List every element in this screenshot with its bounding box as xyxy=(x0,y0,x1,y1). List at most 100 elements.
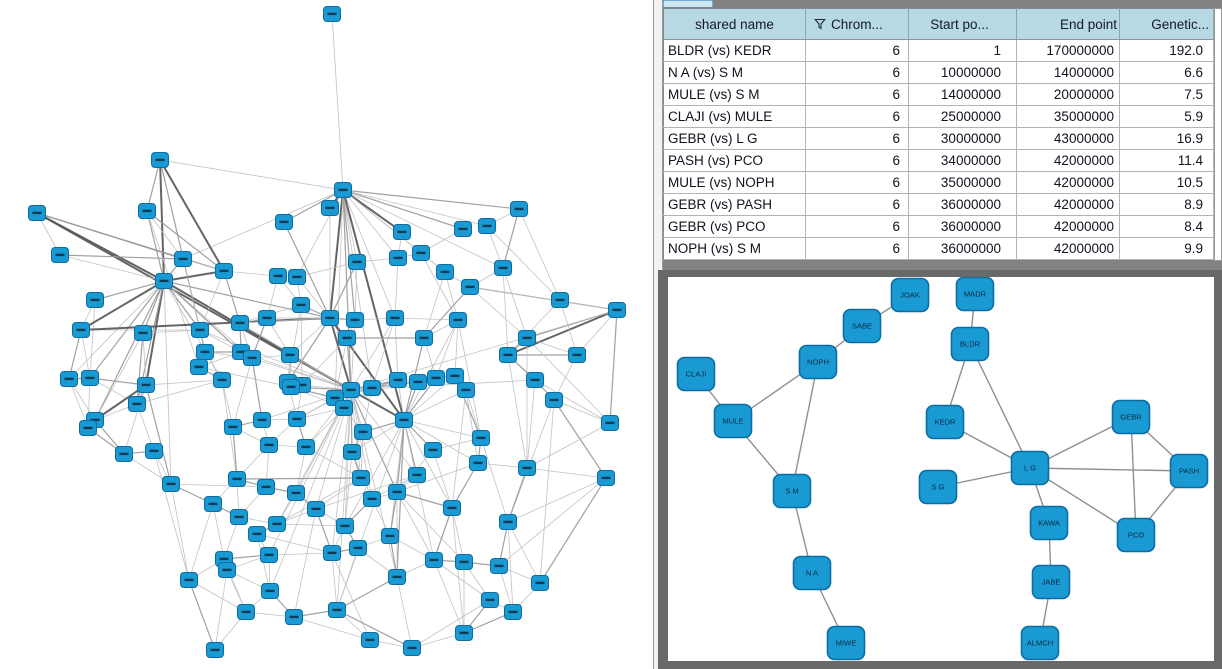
node-n-a[interactable]: N A xyxy=(792,555,832,591)
node-almch[interactable]: ALMCH xyxy=(1020,625,1060,661)
network-node[interactable] xyxy=(288,411,306,427)
network-node[interactable] xyxy=(518,460,536,476)
network-node[interactable] xyxy=(389,250,407,266)
network-node[interactable] xyxy=(28,205,46,221)
network-node[interactable] xyxy=(469,455,487,471)
network-node[interactable] xyxy=(215,263,233,279)
network-node[interactable] xyxy=(601,415,619,431)
network-node[interactable] xyxy=(174,251,192,267)
network-node[interactable] xyxy=(218,562,236,578)
network-node[interactable] xyxy=(354,424,372,440)
network-node[interactable] xyxy=(415,330,433,346)
network-node[interactable] xyxy=(260,437,278,453)
table-row[interactable]: NOPH (vs) S M 6 36000000 42000000 9.9 xyxy=(663,237,1214,260)
node-jabe[interactable]: JABE xyxy=(1031,564,1071,600)
network-node[interactable] xyxy=(281,347,299,363)
network-node[interactable] xyxy=(204,496,222,512)
large-network-canvas[interactable] xyxy=(0,0,653,669)
network-node[interactable] xyxy=(443,500,461,516)
network-node[interactable] xyxy=(518,330,536,346)
node-joak[interactable]: JOAK xyxy=(890,277,930,313)
network-node[interactable] xyxy=(115,446,133,462)
node-pash[interactable]: PASH xyxy=(1169,453,1209,489)
table-scrollbar[interactable] xyxy=(1214,8,1222,261)
node-mule[interactable]: MULE xyxy=(713,403,753,439)
network-node[interactable] xyxy=(275,214,293,230)
network-node[interactable] xyxy=(288,269,306,285)
network-node[interactable] xyxy=(343,444,361,460)
filter-icon[interactable] xyxy=(814,18,826,30)
network-node[interactable] xyxy=(190,359,208,375)
node-kawa[interactable]: KAWA xyxy=(1029,505,1069,541)
column-header-end-point[interactable]: End point xyxy=(1016,8,1120,40)
table-row[interactable]: BLDR (vs) KEDR 6 1 170000000 192.0 xyxy=(663,39,1214,62)
table-row[interactable]: GEBR (vs) L G 6 30000000 43000000 16.9 xyxy=(663,127,1214,150)
network-node[interactable] xyxy=(510,201,528,217)
panel-tab[interactable] xyxy=(663,0,713,7)
node-bldr[interactable]: BLDR xyxy=(950,326,990,362)
network-node[interactable] xyxy=(425,552,443,568)
network-node[interactable] xyxy=(338,330,356,346)
network-node[interactable] xyxy=(86,292,104,308)
network-node[interactable] xyxy=(323,6,341,22)
network-node[interactable] xyxy=(321,200,339,216)
network-node[interactable] xyxy=(363,491,381,507)
network-node[interactable] xyxy=(478,218,496,234)
network-node[interactable] xyxy=(257,479,275,495)
node-claji[interactable]: CLAJI xyxy=(676,356,716,392)
network-node[interactable] xyxy=(597,470,615,486)
network-node[interactable] xyxy=(213,372,231,388)
network-node[interactable] xyxy=(481,592,499,608)
network-node[interactable] xyxy=(258,310,276,326)
network-node[interactable] xyxy=(151,152,169,168)
network-node[interactable] xyxy=(328,602,346,618)
network-node[interactable] xyxy=(297,439,315,455)
network-node[interactable] xyxy=(145,443,163,459)
network-node[interactable] xyxy=(352,470,370,486)
node-l-g[interactable]: L G xyxy=(1010,450,1050,486)
network-node[interactable] xyxy=(282,379,300,395)
network-node[interactable] xyxy=(128,396,146,412)
network-node[interactable] xyxy=(321,310,339,326)
network-node[interactable] xyxy=(461,279,479,295)
network-node[interactable] xyxy=(342,382,360,398)
network-node[interactable] xyxy=(504,604,522,620)
node-sabe[interactable]: SABE xyxy=(842,308,882,344)
network-node[interactable] xyxy=(196,344,214,360)
node-s-m[interactable]: S M xyxy=(772,473,812,509)
node-madr[interactable]: MADR xyxy=(955,277,995,312)
network-node[interactable] xyxy=(243,350,261,366)
network-node[interactable] xyxy=(395,412,413,428)
node-miwe[interactable]: MIWE xyxy=(826,625,866,661)
network-node[interactable] xyxy=(231,315,249,331)
network-node[interactable] xyxy=(180,572,198,588)
panel-splitter[interactable] xyxy=(653,0,663,270)
network-node[interactable] xyxy=(260,547,278,563)
network-node[interactable] xyxy=(191,322,209,338)
network-node[interactable] xyxy=(545,392,563,408)
network-node[interactable] xyxy=(531,575,549,591)
network-node[interactable] xyxy=(455,625,473,641)
network-node[interactable] xyxy=(526,372,544,388)
network-node[interactable] xyxy=(138,203,156,219)
network-node[interactable] xyxy=(81,370,99,386)
table-row[interactable]: MULE (vs) NOPH 6 35000000 42000000 10.5 xyxy=(663,171,1214,194)
network-node[interactable] xyxy=(499,514,517,530)
network-node[interactable] xyxy=(446,368,464,384)
network-node[interactable] xyxy=(490,558,508,574)
network-node[interactable] xyxy=(388,569,406,585)
small-network-canvas[interactable]: JOAK MADR SABE BLDR NOPH CLAJI MULE KEDR GEBR L G… xyxy=(668,277,1214,661)
network-node[interactable] xyxy=(60,371,78,387)
table-row[interactable]: MULE (vs) S M 6 14000000 20000000 7.5 xyxy=(663,83,1214,106)
network-node[interactable] xyxy=(449,312,467,328)
column-header-start-po[interactable]: Start po... xyxy=(908,8,1017,40)
network-node[interactable] xyxy=(162,476,180,492)
network-node[interactable] xyxy=(403,640,421,656)
network-node[interactable] xyxy=(608,302,626,318)
network-node[interactable] xyxy=(551,292,569,308)
network-node[interactable] xyxy=(230,509,248,525)
network-node[interactable] xyxy=(386,310,404,326)
node-s-g[interactable]: S G xyxy=(918,469,958,505)
network-node[interactable] xyxy=(388,484,406,500)
network-node[interactable] xyxy=(455,554,473,570)
